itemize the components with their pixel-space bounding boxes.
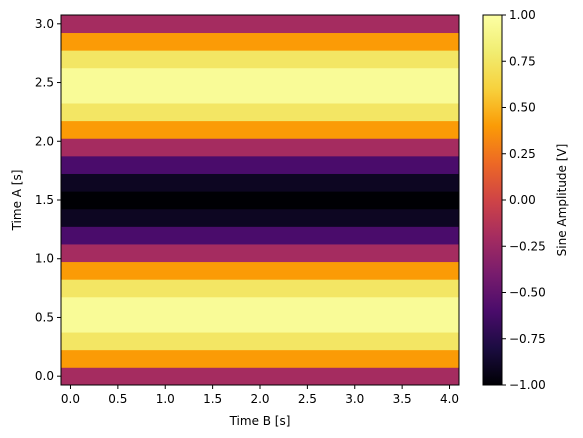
heatmap-row <box>61 296 459 315</box>
y-tick-label: 2.5 <box>35 76 54 90</box>
heatmap-row <box>61 32 459 51</box>
colorbar-tick-label: −0.50 <box>509 286 546 300</box>
y-tick-label: 1.0 <box>35 252 54 266</box>
colorbar-label: Sine Amplitude [V] <box>555 144 569 257</box>
y-axis: 0.0 0.5 1.0 1.5 2.0 2.5 3.0 <box>35 17 61 383</box>
heatmap-row <box>61 208 459 227</box>
colorbar-tick-label: −0.25 <box>509 239 546 253</box>
heatmap-row <box>61 244 459 263</box>
heatmap-row <box>61 120 459 139</box>
heatmap-row <box>61 85 459 104</box>
colorbar-tick-label: 0.00 <box>509 193 536 207</box>
colorbar-tick-label: 1.00 <box>509 8 536 22</box>
heatmap-row <box>61 279 459 298</box>
colorbar-tick-label: 0.75 <box>509 54 536 68</box>
heatmap-row <box>61 138 459 157</box>
x-tick-label: 0.0 <box>61 392 80 406</box>
y-tick-label: 0.0 <box>35 369 54 383</box>
y-axis-label: Time A [s] <box>10 170 24 232</box>
colorbar-axis: 1.00 0.75 0.50 0.25 0.00 −0.25 −0.50 −0.75 −1.00 <box>502 8 546 392</box>
x-tick-label: 4.0 <box>440 392 459 406</box>
colorbar-tick-label: 0.25 <box>509 147 536 161</box>
y-tick-label: 1.5 <box>35 193 54 207</box>
heatmap-row <box>61 332 459 351</box>
heatmap-row <box>61 103 459 122</box>
x-axis-label: Time B [s] <box>229 414 291 428</box>
heatmap-row <box>61 314 459 333</box>
x-tick-label: 1.0 <box>156 392 175 406</box>
heatmap-row <box>61 261 459 280</box>
x-tick-label: 2.0 <box>250 392 269 406</box>
heatmap-row <box>61 155 459 174</box>
y-tick-label: 2.0 <box>35 134 54 148</box>
heatmap-row <box>61 226 459 245</box>
y-tick-label: 0.5 <box>35 310 54 324</box>
colorbar-tick-label: −0.75 <box>509 332 546 346</box>
x-tick-label: 0.5 <box>108 392 127 406</box>
heatmap-row <box>61 15 459 34</box>
x-tick-label: 1.5 <box>203 392 222 406</box>
heatmap-cells <box>61 15 459 386</box>
heatmap-row <box>61 50 459 69</box>
colorbar-tick-label: 0.50 <box>509 101 536 115</box>
colorbar <box>482 14 503 386</box>
colorbar-tick-label: −1.00 <box>509 378 546 392</box>
x-axis: 0.0 0.5 1.0 1.5 2.0 2.5 3.0 3.5 4.0 <box>61 385 459 406</box>
heatmap-row <box>61 67 459 86</box>
heatmap-row <box>61 349 459 368</box>
heatmap-row <box>61 191 459 210</box>
x-tick-label: 2.5 <box>298 392 317 406</box>
x-tick-label: 3.0 <box>345 392 364 406</box>
y-tick-label: 3.0 <box>35 17 54 31</box>
heatmap-row <box>61 173 459 192</box>
heatmap-row <box>61 367 459 386</box>
x-tick-label: 3.5 <box>393 392 412 406</box>
